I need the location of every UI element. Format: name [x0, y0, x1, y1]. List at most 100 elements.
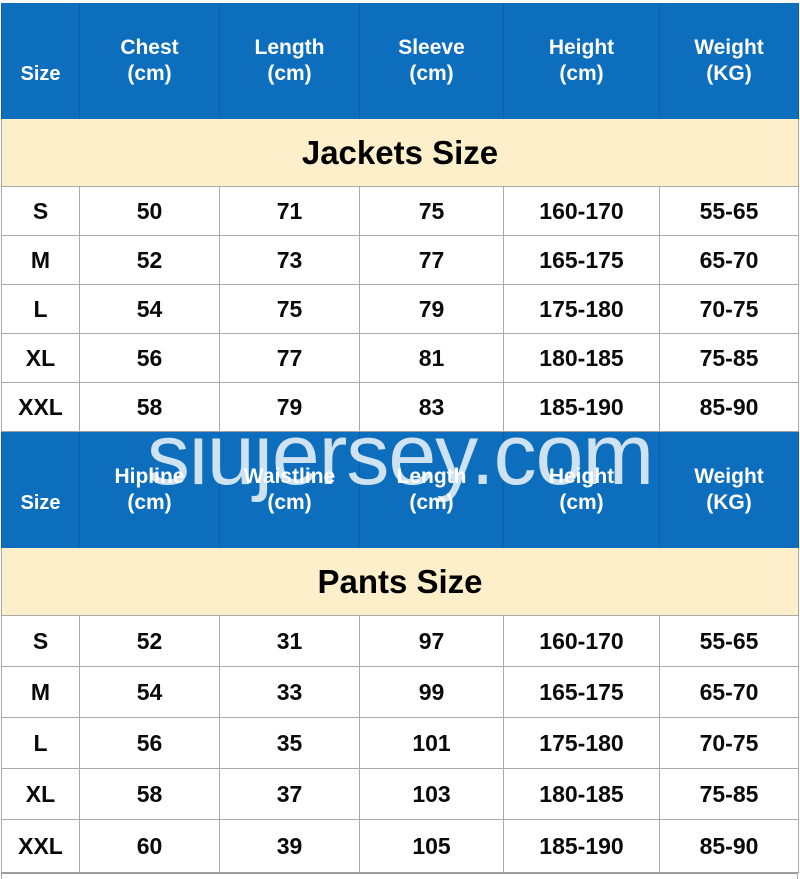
- cell-length: 103: [359, 768, 504, 820]
- cell-hipline: 56: [79, 717, 220, 769]
- cell-hipline: 58: [79, 768, 220, 820]
- pants-col-waistline-label: Waistline: [243, 465, 336, 489]
- cell-height: 160-170: [503, 186, 660, 236]
- cell-weight: 65-70: [659, 235, 799, 285]
- cell-height: 180-185: [503, 768, 660, 820]
- cell-length: 73: [219, 235, 360, 285]
- jackets-col-length-unit: (cm): [267, 62, 312, 85]
- pants-col-length: Length (cm): [359, 432, 504, 548]
- cell-weight: 70-75: [659, 284, 799, 334]
- jackets-header-row: Size Chest (cm) Length (cm) Sleeve (cm) …: [1, 3, 799, 119]
- pants-body: S 52 31 97 160-170 55-65 M 54 33 99 165-…: [1, 615, 799, 873]
- pants-col-height-label: Height: [548, 465, 615, 489]
- cell-size: XL: [1, 768, 80, 820]
- jackets-size-table: Jackets Size Size Chest (cm) Length (cm)…: [1, 3, 799, 432]
- jackets-body: S 50 71 75 160-170 55-65 M 52 73 77 165-…: [1, 186, 799, 432]
- jackets-col-size: Size: [1, 3, 80, 119]
- jackets-header: Size Chest (cm) Length (cm) Sleeve (cm) …: [1, 3, 799, 119]
- cell-waistline: 37: [219, 768, 360, 820]
- cell-height: 180-185: [503, 333, 660, 383]
- cell-hipline: 52: [79, 615, 220, 667]
- pants-col-size-label: Size: [20, 491, 61, 514]
- pants-header-row: Size Hipline (cm) Waistline (cm) Length …: [1, 432, 799, 548]
- pants-col-hipline-unit: (cm): [127, 491, 172, 514]
- jackets-col-weight: Weight (KG): [659, 3, 799, 119]
- jackets-col-sleeve-label: Sleeve: [398, 36, 465, 60]
- cell-waistline: 33: [219, 666, 360, 718]
- cell-height: 160-170: [503, 615, 660, 667]
- table-row: XL 58 37 103 180-185 75-85: [1, 768, 799, 820]
- cell-length: 105: [359, 819, 504, 873]
- cell-sleeve: 75: [359, 186, 504, 236]
- cell-length: 97: [359, 615, 504, 667]
- cell-height: 165-175: [503, 235, 660, 285]
- pants-col-waistline-unit: (cm): [267, 491, 312, 514]
- pants-size-table: Pants Size Size Hipline (cm) Waistline (…: [1, 432, 799, 873]
- cell-sleeve: 81: [359, 333, 504, 383]
- cell-hipline: 54: [79, 666, 220, 718]
- cell-weight: 70-75: [659, 717, 799, 769]
- jackets-col-length: Length (cm): [219, 3, 360, 119]
- pants-title: Pants Size: [1, 547, 799, 616]
- cell-height: 185-190: [503, 819, 660, 873]
- cell-weight: 75-85: [659, 333, 799, 383]
- jackets-col-chest-unit: (cm): [127, 62, 172, 85]
- jackets-col-chest-label: Chest: [120, 36, 179, 60]
- cell-sleeve: 77: [359, 235, 504, 285]
- pants-title-row: Pants Size: [1, 547, 799, 616]
- table-row: XXL 60 39 105 185-190 85-90: [1, 819, 799, 873]
- cell-size: L: [1, 717, 80, 769]
- pants-col-height: Height (cm): [503, 432, 660, 548]
- jackets-col-weight-label: Weight: [694, 36, 764, 60]
- pants-col-weight: Weight (KG): [659, 432, 799, 548]
- table-row: M 52 73 77 165-175 65-70: [1, 235, 799, 285]
- table-row: L 56 35 101 175-180 70-75: [1, 717, 799, 769]
- tolerance-note: there may be 2-4cm tolerance because of …: [1, 873, 798, 879]
- cell-chest: 50: [79, 186, 220, 236]
- table-row: XL 56 77 81 180-185 75-85: [1, 333, 799, 383]
- jackets-col-length-label: Length: [254, 36, 325, 60]
- pants-col-weight-unit: (KG): [706, 491, 752, 514]
- cell-weight: 85-90: [659, 819, 799, 873]
- pants-col-waistline: Waistline (cm): [219, 432, 360, 548]
- cell-hipline: 60: [79, 819, 220, 873]
- cell-length: 79: [219, 382, 360, 432]
- cell-waistline: 39: [219, 819, 360, 873]
- cell-height: 175-180: [503, 284, 660, 334]
- cell-size: M: [1, 235, 80, 285]
- cell-height: 165-175: [503, 666, 660, 718]
- cell-weight: 55-65: [659, 186, 799, 236]
- pants-col-hipline: Hipline (cm): [79, 432, 220, 548]
- jackets-col-height: Height (cm): [503, 3, 660, 119]
- cell-size: M: [1, 666, 80, 718]
- cell-sleeve: 79: [359, 284, 504, 334]
- cell-weight: 55-65: [659, 615, 799, 667]
- cell-size: XXL: [1, 819, 80, 873]
- pants-col-weight-label: Weight: [694, 465, 764, 489]
- cell-height: 185-190: [503, 382, 660, 432]
- pants-col-length-unit: (cm): [409, 491, 454, 514]
- cell-size: XL: [1, 333, 80, 383]
- top-margin: [0, 0, 800, 3]
- table-row: S 50 71 75 160-170 55-65: [1, 186, 799, 236]
- pants-col-hipline-label: Hipline: [114, 465, 185, 489]
- cell-weight: 85-90: [659, 382, 799, 432]
- pants-col-height-unit: (cm): [559, 491, 604, 514]
- cell-waistline: 31: [219, 615, 360, 667]
- jackets-col-sleeve-unit: (cm): [409, 62, 454, 85]
- cell-sleeve: 83: [359, 382, 504, 432]
- jackets-col-sleeve: Sleeve (cm): [359, 3, 504, 119]
- jackets-col-height-unit: (cm): [559, 62, 604, 85]
- cell-waistline: 35: [219, 717, 360, 769]
- cell-chest: 56: [79, 333, 220, 383]
- table-row: S 52 31 97 160-170 55-65: [1, 615, 799, 667]
- cell-weight: 65-70: [659, 666, 799, 718]
- jackets-col-height-label: Height: [548, 36, 615, 60]
- cell-length: 101: [359, 717, 504, 769]
- cell-chest: 54: [79, 284, 220, 334]
- jackets-col-chest: Chest (cm): [79, 3, 220, 119]
- cell-size: S: [1, 186, 80, 236]
- cell-length: 77: [219, 333, 360, 383]
- pants-col-length-label: Length: [396, 465, 467, 489]
